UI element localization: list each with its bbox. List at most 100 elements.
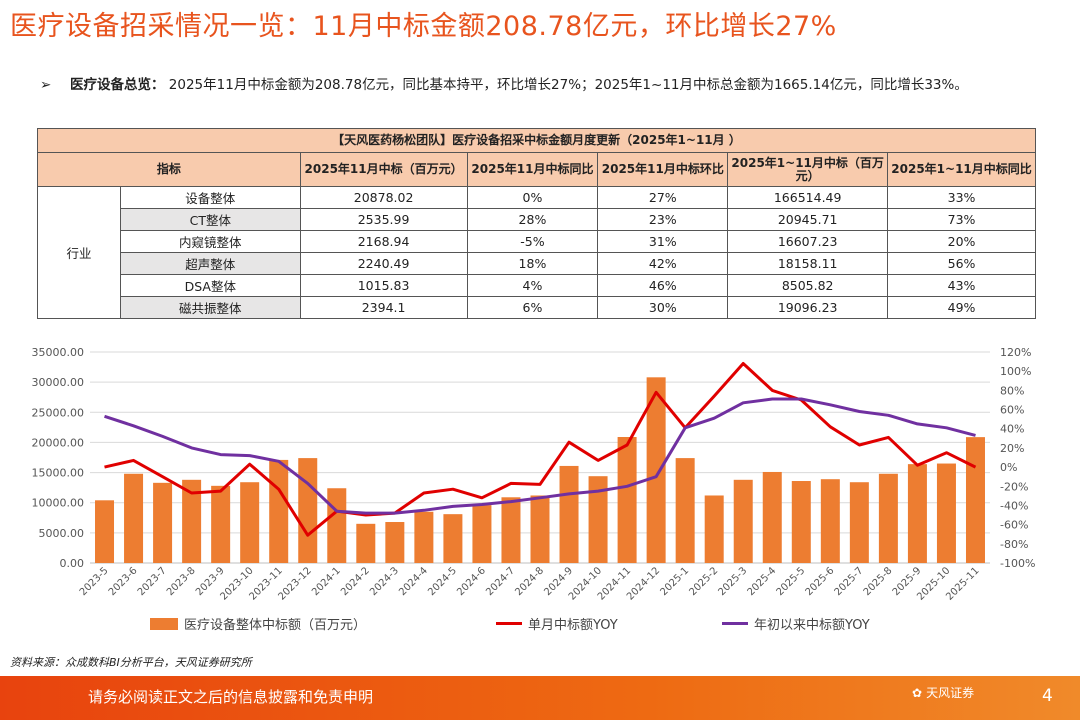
value-cell: 56%	[887, 252, 1036, 275]
value-cell: 31%	[597, 230, 729, 253]
bar	[936, 463, 956, 563]
bar	[704, 495, 724, 563]
left-tick-label: 15000.00	[32, 467, 85, 480]
page-title: 医疗设备招采情况一览：11月中标金额208.78亿元，环比增长27%	[10, 11, 837, 42]
value-cell: 2240.49	[299, 252, 468, 275]
right-tick-label: 60%	[1000, 404, 1024, 417]
left-tick-label: 5000.00	[39, 527, 85, 540]
table-row: DSA整体 1015.83 4% 46% 8505.82 43%	[38, 274, 1036, 297]
bar	[153, 482, 173, 563]
value-cell: 1015.83	[299, 274, 468, 297]
value-cell: 6%	[466, 296, 599, 319]
x-tick-label: 2025-7	[833, 565, 866, 598]
summary-label: 医疗设备总览：	[70, 77, 165, 93]
right-tick-label: -80%	[1000, 538, 1028, 551]
x-tick-label: 2024-3	[368, 565, 401, 598]
indicator-cell: 内窥镜整体	[119, 230, 301, 253]
x-tick-label: 2025-3	[717, 565, 750, 598]
x-tick-label: 2023-6	[107, 565, 140, 598]
summary-text: 2025年11月中标金额为208.78亿元，同比基本持平，环比增长27%；202…	[164, 77, 968, 93]
logo-icon: ✿	[912, 685, 923, 700]
bar	[240, 482, 260, 563]
column-header: 2025年1~11月中标（百万元）	[727, 152, 889, 187]
x-tick-label: 2025-5	[775, 565, 808, 598]
indicator-cell: 超声整体	[119, 252, 301, 275]
value-cell: 2168.94	[299, 230, 468, 253]
x-tick-label: 2023-5	[78, 565, 111, 598]
value-cell: 20%	[887, 230, 1036, 253]
right-tick-label: 40%	[1000, 423, 1024, 436]
table-row: 磁共振整体 2394.1 6% 30% 19096.23 49%	[38, 296, 1036, 319]
bar	[269, 459, 289, 563]
legend-red-line: 单月中标额YOY	[496, 614, 618, 633]
bar	[646, 377, 666, 563]
table-title: 【天风医药杨松团队】医疗设备招采中标金额月度更新（2025年1~11月 ）	[37, 128, 1036, 153]
left-tick-label: 35000.00	[32, 346, 85, 359]
line-series-2	[104, 397, 976, 515]
bar	[211, 485, 231, 563]
value-cell: 30%	[597, 296, 729, 319]
legend-purple-line: 年初以来中标额YOY	[722, 614, 870, 633]
value-cell: 73%	[887, 208, 1036, 231]
x-tick-label: 2025-2	[687, 565, 720, 598]
legend-bar-swatch	[150, 617, 178, 630]
value-cell: 0%	[466, 186, 599, 209]
value-cell: 18%	[466, 252, 599, 275]
x-tick-label: 2024-2	[339, 565, 372, 598]
footer-bar: 请务必阅读正文之后的信息披露和免责申明 ✿ 天风证券 4	[0, 676, 1080, 720]
logo-text: 天风证券	[926, 686, 975, 700]
column-header: 2025年11月中标环比	[597, 152, 729, 187]
legend-red-label: 单月中标额YOY	[528, 618, 618, 633]
bar	[907, 464, 927, 563]
value-cell: 19096.23	[727, 296, 889, 319]
source-note: 资料来源：众成数科BI分析平台，天风证券研究所	[10, 656, 252, 669]
bar	[733, 479, 753, 563]
bar	[878, 473, 898, 563]
x-tick-label: 2024-6	[455, 565, 488, 598]
x-tick-label: 2024-4	[397, 565, 430, 598]
category-cell: 行业	[37, 186, 121, 319]
indicator-cell: 设备整体	[119, 186, 301, 209]
x-tick-label: 2025-1	[658, 565, 691, 598]
bar	[182, 479, 202, 563]
bar	[385, 522, 405, 563]
right-tick-label: 20%	[1000, 442, 1024, 455]
bar	[95, 500, 115, 563]
x-tick-label: 2025-6	[804, 565, 837, 598]
value-cell: 16607.23	[727, 230, 889, 253]
x-tick-label: 2023-8	[165, 565, 198, 598]
right-tick-label: -40%	[1000, 499, 1028, 512]
x-tick-label: 2024-5	[426, 565, 459, 598]
right-tick-label: 100%	[1000, 365, 1031, 378]
bar	[965, 437, 985, 563]
company-logo: ✿ 天风证券	[912, 684, 974, 701]
bar	[849, 482, 869, 563]
value-cell: 8505.82	[727, 274, 889, 297]
right-tick-label: -20%	[1000, 480, 1028, 493]
line-series-1	[104, 362, 977, 537]
bar	[617, 437, 637, 563]
bar	[443, 514, 463, 563]
bar	[675, 458, 695, 563]
page-number: 4	[1042, 686, 1053, 706]
legend-red-swatch	[496, 622, 522, 625]
bar	[559, 465, 579, 563]
right-tick-label: 80%	[1000, 384, 1024, 397]
table-row: 行业 设备整体 20878.02 0% 27% 166514.49 33%	[37, 186, 1036, 319]
bar	[501, 497, 521, 563]
x-tick-label: 2024-7	[484, 565, 517, 598]
bar	[298, 458, 318, 563]
value-cell: 4%	[466, 274, 599, 297]
value-cell: 20878.02	[299, 186, 468, 209]
bar	[820, 479, 840, 563]
value-cell: 28%	[466, 208, 599, 231]
bar	[124, 473, 144, 563]
bar	[588, 476, 608, 563]
legend-purple-label: 年初以来中标额YOY	[754, 618, 870, 633]
disclaimer: 请务必阅读正文之后的信息披露和免责申明	[88, 688, 374, 706]
x-tick-label: 2025-4	[746, 565, 779, 598]
left-tick-label: 10000.00	[32, 497, 85, 510]
value-cell: 42%	[597, 252, 729, 275]
value-cell: 18158.11	[727, 252, 889, 275]
bar	[472, 505, 492, 563]
